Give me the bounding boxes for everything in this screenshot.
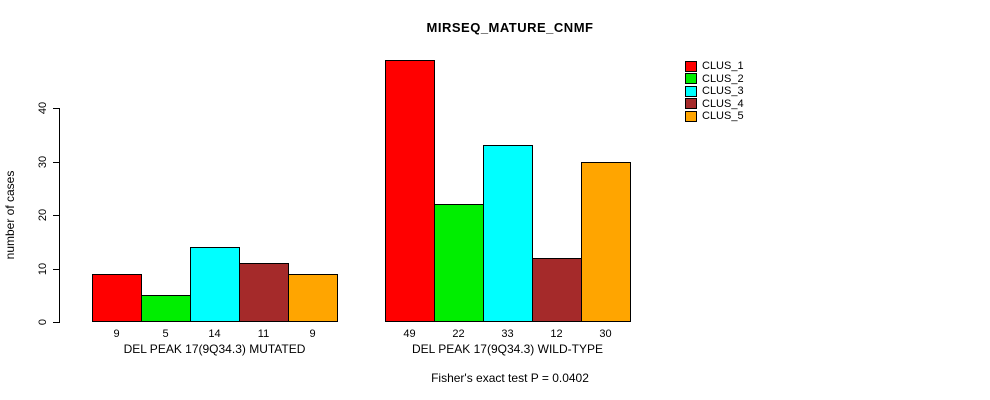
legend-label: CLUS_5 [702,110,744,123]
y-tick-label: 30 [37,155,49,168]
bar [434,204,484,322]
y-axis-label: number of cases [3,170,17,260]
bar-value-label: 9 [309,328,316,340]
legend-item: CLUS_5 [685,110,744,123]
legend: CLUS_1 CLUS_2 CLUS_3 CLUS_4 CLUS_5 [685,60,744,123]
bar [581,161,631,322]
bar-value-label: 9 [113,328,120,340]
y-tick-mark [53,268,59,270]
legend-item: CLUS_1 [685,60,744,73]
bar [190,247,240,322]
bar [92,273,142,322]
bar-value-label: 49 [403,328,416,340]
group-label: DEL PEAK 17(9Q34.3) MUTATED [123,342,306,356]
bar-value-label: 22 [452,328,465,340]
group-label: DEL PEAK 17(9Q34.3) WILD-TYPE [412,342,603,356]
legend-label: CLUS_2 [702,72,744,85]
legend-swatch [685,60,697,72]
bar-value-label: 11 [257,328,270,340]
bar-value-label: 33 [501,328,514,340]
bar [385,59,435,322]
legend-label: CLUS_4 [702,97,744,110]
legend-label: CLUS_1 [702,60,744,73]
chart-title: MIRSEQ_MATURE_CNMF [426,20,594,35]
bar-value-label: 5 [162,328,169,340]
legend-swatch [685,73,697,85]
y-tick-label: 40 [37,101,49,115]
y-axis-line [59,108,60,323]
bar-value-label: 12 [550,328,563,340]
legend-swatch [685,110,697,122]
bar-value-label: 14 [208,328,221,340]
bar [141,295,191,322]
bar [483,145,533,322]
legend-label: CLUS_3 [702,85,744,98]
y-tick-mark [53,322,59,323]
bar-value-label: 30 [599,328,612,340]
legend-swatch [685,98,697,110]
y-tick-label: 20 [37,208,49,222]
bar [288,273,338,322]
y-tick-label: 0 [37,318,49,326]
y-tick-mark [53,215,59,216]
legend-item: CLUS_4 [685,98,744,111]
bar [239,263,289,322]
legend-item: CLUS_2 [685,73,744,86]
y-tick-label: 10 [37,262,49,275]
fisher-test-annotation: Fisher's exact test P = 0.0402 [431,371,589,385]
y-tick-mark [53,161,59,163]
y-tick-mark [53,108,59,109]
legend-item: CLUS_3 [685,85,744,98]
bar [532,257,582,322]
legend-swatch [685,85,697,97]
